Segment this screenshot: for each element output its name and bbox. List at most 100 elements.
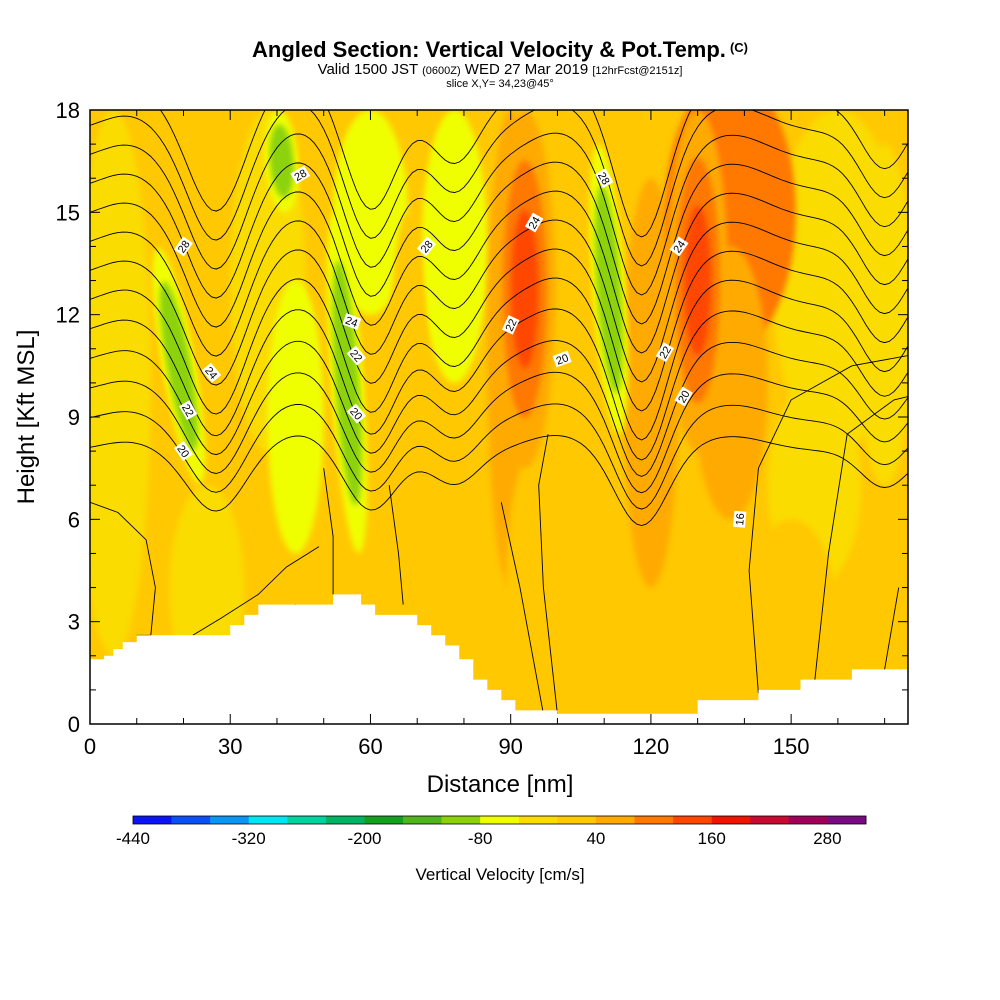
colorbar-segment [518, 816, 558, 824]
valid-time-line: Valid 1500 JST (0600Z) WED 27 Mar 2019 [… [317, 61, 683, 78]
y-axis-title: Height [Kft MSL] [13, 330, 40, 505]
contour-label: 28 [595, 168, 614, 189]
colorbar-segment [634, 816, 674, 824]
contour-label: 24 [524, 212, 544, 233]
plot-area [90, 110, 908, 724]
chart-title: Angled Section: Vertical Velocity & Pot.… [252, 37, 748, 62]
theta-contour [90, 248, 908, 412]
contour-label: 16 [733, 510, 747, 528]
forecast-info: [12hrFcst@2151z] [592, 65, 683, 77]
contour-label: 28 [290, 165, 311, 184]
contour-label-bg [173, 236, 194, 257]
contour-label: 22 [655, 342, 675, 363]
colorbar-segment [171, 816, 211, 824]
colorbar-tick-label: -200 [347, 829, 381, 848]
contour-label-text: 20 [174, 443, 191, 460]
colorbar-segment [210, 816, 250, 824]
contour-label: 20 [552, 350, 572, 368]
colorbar-tick-label: -320 [232, 829, 266, 848]
theta-contour [538, 434, 558, 714]
contour-label-text: 20 [555, 352, 571, 367]
velocity-cell [267, 280, 324, 554]
contour-label-bg [416, 236, 437, 257]
contour-label-text: 24 [671, 239, 688, 256]
colorbar-tick-label: 40 [586, 829, 605, 848]
velocity-cell [506, 451, 563, 724]
colorbar-segment [595, 816, 635, 824]
contour-label-bg [290, 165, 311, 184]
theta-contour [90, 132, 908, 296]
contour-label-bg [524, 212, 544, 233]
x-tick-label: 60 [358, 734, 382, 759]
contour-label-text: 22 [658, 344, 675, 361]
theta-contour [500, 502, 544, 714]
theta-contour [90, 308, 908, 461]
theta-contour [90, 435, 908, 526]
chart-title-block: Angled Section: Vertical Velocity & Pot.… [0, 36, 1000, 90]
colorbar-segment [750, 816, 790, 824]
colorbar-segment [788, 816, 828, 824]
y-tick-label: 0 [68, 712, 80, 737]
colorbar-segment [287, 816, 327, 824]
theta-contour [814, 396, 908, 684]
colorbar-segment [480, 816, 520, 824]
contour-label-text: 22 [179, 402, 196, 419]
downdraft-core [269, 124, 294, 198]
contour-label: 24 [669, 236, 689, 257]
theta-contour [90, 161, 908, 325]
theta-contour [90, 190, 908, 354]
y-tick-label: 3 [68, 610, 80, 635]
vertical-velocity-shading [90, 110, 908, 724]
contour-label-bg [501, 315, 520, 335]
contour-label-text: 28 [595, 170, 612, 187]
x-tick-label: 150 [773, 734, 810, 759]
velocity-cell [622, 178, 679, 588]
contour-label-bg [346, 345, 367, 366]
colorbar-segment [403, 816, 442, 824]
terrain-mask [90, 594, 908, 724]
y-axis-ticks: 0 3 6 9 12 15 18 [56, 98, 908, 737]
velocity-cell [90, 110, 151, 656]
colorbar-segment [557, 816, 597, 824]
contour-label-bg [595, 168, 614, 189]
colorbar-tick-label: -440 [116, 829, 150, 848]
contour-label-text: 28 [176, 239, 193, 256]
velocity-cell [566, 485, 623, 690]
terrain-profile [90, 594, 908, 724]
y-tick-label: 15 [56, 200, 80, 225]
colorbar-frame [132, 815, 867, 825]
velocity-cell [744, 519, 838, 724]
contour-label: 28 [173, 236, 194, 257]
updraft-core [684, 205, 712, 356]
y-tick-label: 6 [68, 507, 80, 532]
colorbar-tick-label: -80 [468, 829, 493, 848]
theta-contour [323, 468, 334, 595]
colorbar: -440 -320 -200 -80 40 160 280 [116, 815, 867, 848]
x-axis-ticks: 0 30 60 90 120 150 [84, 110, 886, 759]
theta-contour [90, 277, 908, 441]
contour-label-bg [655, 342, 675, 363]
theta-contour [748, 355, 908, 694]
colorbar-segment [827, 816, 867, 824]
theta-contour [388, 485, 404, 605]
contour-label: 24 [342, 313, 362, 330]
theta-contour [90, 403, 908, 510]
x-axis-title: Distance [nm] [427, 771, 574, 798]
x-tick-label: 0 [84, 734, 96, 759]
colorbar-segment [133, 816, 172, 824]
contour-label: 20 [674, 386, 693, 407]
theta-contour [90, 340, 908, 477]
x-tick-label: 30 [218, 734, 242, 759]
valid-utc: (0600Z) [422, 65, 461, 77]
theta-contour [159, 110, 908, 238]
colorbar-tick-label: 280 [813, 829, 841, 848]
contour-label-bg [173, 441, 194, 462]
downdraft-core [595, 184, 623, 394]
contour-label-bg [346, 403, 367, 424]
contour-label: 20 [173, 441, 194, 462]
contour-label-text: 28 [292, 167, 309, 184]
colorbar-segment [673, 816, 712, 824]
colorbar-segment [248, 816, 288, 824]
